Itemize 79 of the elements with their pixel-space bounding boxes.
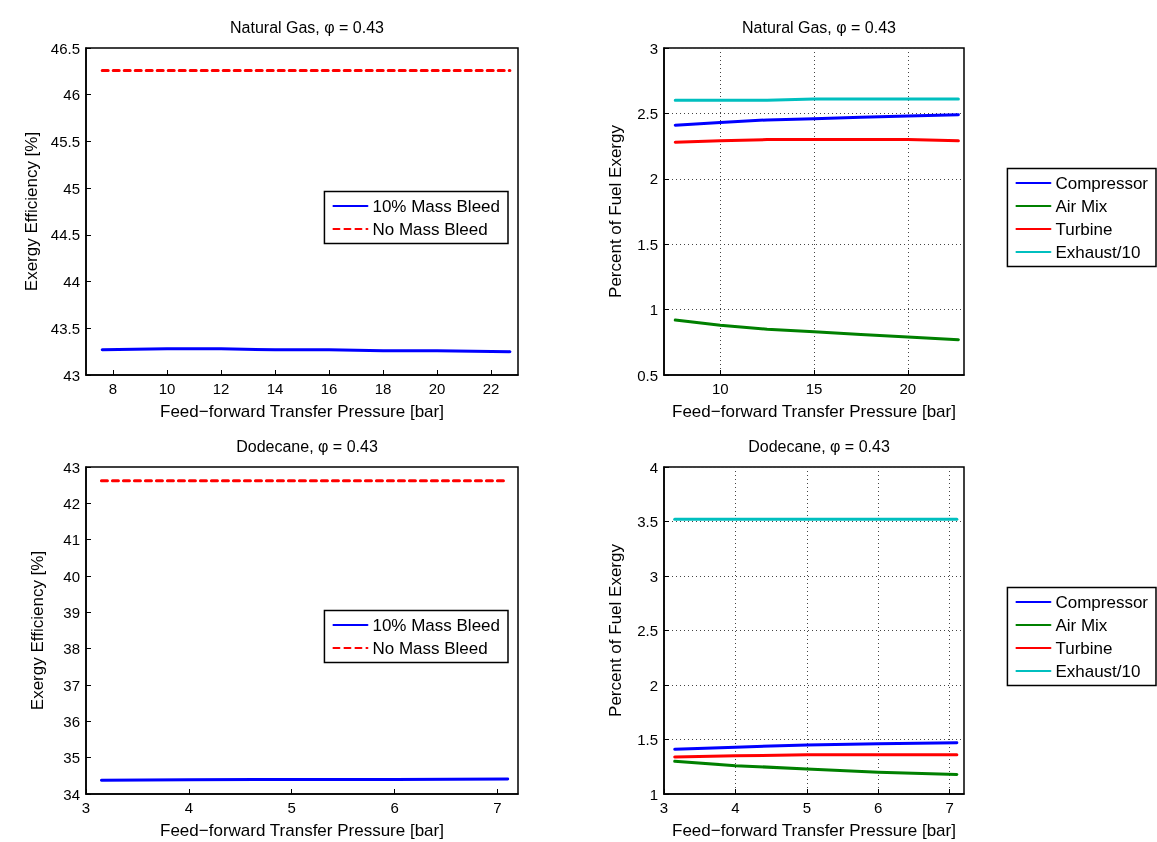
x-tick-label: 7 (945, 799, 954, 816)
x-tick-label: 4 (184, 799, 194, 816)
chart-title: Natural Gas, φ = 0.43 (741, 18, 897, 36)
y-tick-label: 0.5 (637, 366, 658, 384)
legend-label: 10% Mass Bleed (372, 196, 501, 216)
y-tick-label: 3 (649, 567, 658, 585)
x-tick-label: 7 (493, 799, 502, 816)
legend-label: 10% Mass Bleed (372, 615, 501, 635)
chart-title: Natural Gas, φ = 0.43 (229, 18, 385, 36)
x-tick-label: 3 (81, 799, 91, 816)
y-tick-label: 2 (649, 170, 658, 188)
y-axis-title: Percent of Fuel Exergy (606, 543, 625, 717)
y-tick-label: 44.5 (50, 226, 80, 244)
legend-label: No Mass Bleed (372, 219, 488, 239)
x-tick-label: 10 (711, 380, 729, 397)
x-axis-title: Feed−forward Transfer Pressure [bar] (672, 821, 956, 840)
x-axis-title: Feed−forward Transfer Pressure [bar] (160, 821, 444, 840)
x-tick-label: 15 (805, 380, 823, 397)
x-tick-label: 20 (899, 380, 917, 397)
chart-title: Dodecane, φ = 0.43 (236, 437, 378, 455)
y-tick-label: 39 (63, 603, 80, 621)
y-tick-label: 37 (63, 676, 80, 694)
y-tick-label: 38 (63, 640, 80, 658)
y-tick-label: 46 (63, 86, 80, 104)
legend-label: No Mass Bleed (372, 638, 488, 658)
y-tick-label: 1 (649, 785, 658, 803)
y-tick-label: 34 (63, 785, 80, 803)
y-tick-label: 36 (63, 712, 80, 730)
x-tick-label: 8 (108, 380, 118, 397)
line-series (673, 318, 960, 342)
y-tick-label: 46.5 (50, 39, 80, 57)
y-axis-title: Exergy Efficiency [%] (28, 550, 47, 711)
y-tick-label: 44 (63, 273, 80, 291)
y-tick-label: 40 (63, 567, 80, 585)
x-tick-label: 6 (874, 799, 883, 816)
y-tick-label: 43 (63, 458, 80, 476)
x-tick-label: 16 (320, 380, 338, 397)
y-tick-label: 42 (63, 494, 80, 512)
line-series (673, 759, 959, 776)
y-tick-label: 2.5 (637, 622, 658, 639)
chart-title: Dodecane, φ = 0.43 (748, 437, 890, 455)
y-tick-label: 1 (649, 301, 658, 319)
y-tick-label: 3 (649, 39, 658, 57)
y-tick-label: 3.5 (637, 513, 658, 530)
y-tick-label: 4 (649, 458, 658, 476)
x-axis-title: Feed−forward Transfer Pressure [bar] (672, 402, 956, 421)
y-tick-label: 45 (63, 179, 80, 197)
y-tick-label: 35 (63, 749, 80, 767)
x-tick-label: 5 (802, 799, 812, 816)
y-axis-title: Percent of Fuel Exergy (606, 124, 625, 298)
y-tick-label: 43.5 (50, 319, 80, 337)
legend-label: Exhaust/10 (1055, 242, 1141, 262)
y-tick-label: 45.5 (50, 132, 80, 150)
y-tick-label: 43 (63, 366, 80, 384)
line-series (673, 113, 960, 127)
legend-label: Turbine (1055, 638, 1113, 658)
line-series (673, 741, 959, 751)
legend-label: Compressor (1055, 592, 1149, 612)
y-tick-label: 2.5 (637, 104, 658, 122)
x-tick-label: 4 (731, 799, 740, 816)
legend-label: Turbine (1055, 219, 1113, 239)
x-tick-label: 14 (266, 380, 284, 397)
x-tick-label: 10 (158, 380, 176, 397)
y-tick-label: 1.5 (637, 235, 658, 253)
x-axis-title: Feed−forward Transfer Pressure [bar] (160, 402, 444, 421)
legend-label: Compressor (1055, 173, 1149, 193)
x-tick-label: 20 (428, 380, 446, 397)
legend-label: Air Mix (1055, 196, 1108, 216)
y-tick-label: 41 (63, 531, 80, 549)
y-axis-title: Exergy Efficiency [%] (21, 131, 41, 292)
legend-label: Exhaust/10 (1055, 661, 1141, 681)
y-tick-label: 1.5 (637, 731, 658, 748)
x-tick-label: 22 (482, 380, 500, 397)
x-tick-label: 6 (390, 799, 399, 816)
legend-label: Air Mix (1055, 615, 1108, 635)
x-tick-label: 18 (374, 380, 392, 397)
y-tick-label: 2 (649, 676, 658, 694)
x-tick-label: 12 (212, 380, 230, 397)
x-tick-label: 5 (287, 799, 296, 816)
